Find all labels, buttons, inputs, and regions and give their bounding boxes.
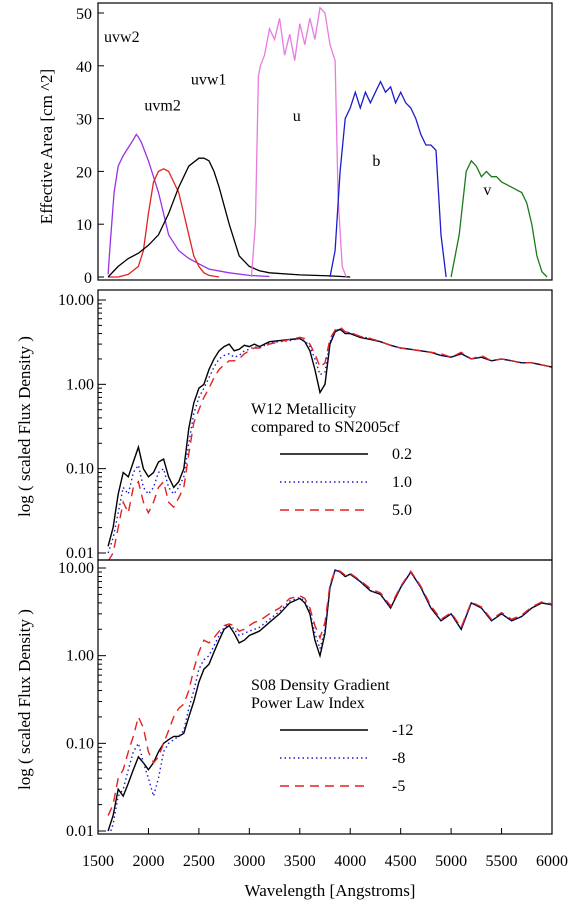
flux-panel-1: 0.01 0.10 1.00 10.00 log ( scaled Flux Densi… xyxy=(15,289,553,562)
annotation-v: v xyxy=(483,182,491,199)
x-axis-label: Wavelength [Angstroms] xyxy=(245,881,416,900)
x-tick-label: 5500 xyxy=(486,853,518,870)
x-tick-label: 2500 xyxy=(183,853,215,870)
y-axis-label: log ( scaled Flux Density ) xyxy=(15,609,34,790)
series-line-1.0 xyxy=(107,327,552,554)
y-tick-label: 10.00 xyxy=(58,292,94,309)
annotation-uvw2: uvw2 xyxy=(104,29,140,46)
x-tick-label: 4500 xyxy=(385,853,417,870)
series-line-uvm2 xyxy=(108,168,220,278)
legend-label: 1.0 xyxy=(392,474,412,491)
y-tick-label: 0.10 xyxy=(66,735,94,752)
y-tick-label: 20 xyxy=(76,164,92,181)
y-tick-label: 10.00 xyxy=(58,560,94,577)
legend-label: -12 xyxy=(392,722,413,739)
legend-label: -8 xyxy=(392,750,405,767)
y-tick-label: 1.00 xyxy=(66,648,94,665)
legend-label: 0.2 xyxy=(392,446,412,463)
series-line-uvw1 xyxy=(107,157,351,278)
legend-title: S08 Density Gradient xyxy=(251,677,390,694)
legend-title: compared to SN2005cf xyxy=(251,419,400,436)
series-line--5 xyxy=(107,569,552,816)
legend-label: 5.0 xyxy=(392,502,412,519)
x-tick-label: 5000 xyxy=(435,853,467,870)
x-tick-label: 4000 xyxy=(334,853,366,870)
series-line-v xyxy=(450,159,548,278)
series-line-uvw2 xyxy=(107,133,270,278)
y-tick-label: 1.00 xyxy=(66,376,94,393)
x-tick-label: 6000 xyxy=(536,853,568,870)
y-tick-label: 50 xyxy=(76,6,92,23)
x-tick-label: 1500 xyxy=(82,853,114,870)
series-line-u xyxy=(250,6,347,278)
annotation-uvw1: uvw1 xyxy=(191,71,227,88)
legend-label: -5 xyxy=(392,778,405,795)
y-tick-label: 0.01 xyxy=(66,823,94,840)
y-axis-label: Effective Area [cm ^2] xyxy=(37,69,56,224)
annotation-b: b xyxy=(372,153,380,170)
y-tick-label: 30 xyxy=(76,112,92,129)
plot-frame xyxy=(97,2,553,281)
y-tick-label: 10 xyxy=(76,217,92,234)
legend-title: Power Law Index xyxy=(251,695,365,712)
legend-title: W12 Metallicity xyxy=(251,401,356,418)
series-line-5.0 xyxy=(108,326,552,560)
plot-frame xyxy=(97,559,553,835)
y-tick-label: 0 xyxy=(84,270,92,287)
series-line-b xyxy=(329,80,447,278)
y-tick-label: 0.01 xyxy=(66,545,94,562)
y-tick-label: 40 xyxy=(76,59,92,76)
x-tick-label: 2000 xyxy=(132,853,164,870)
flux-panel-2: 0.01 0.10 1.00 10.00 log ( scaled Flux Densi… xyxy=(15,559,568,900)
y-tick-label: 0.10 xyxy=(66,461,94,478)
annotation-u: u xyxy=(293,108,301,125)
annotation-uvm2: uvm2 xyxy=(144,98,180,115)
effective-area-panel: 0 10 20 30 40 50 Effective Area [cm ^2] uvw2 uvm… xyxy=(37,2,553,287)
x-tick-label: 3500 xyxy=(284,853,316,870)
x-tick-label: 3000 xyxy=(233,853,265,870)
series-line-0.2 xyxy=(107,328,552,547)
y-axis-label: log ( scaled Flux Density ) xyxy=(15,336,34,517)
